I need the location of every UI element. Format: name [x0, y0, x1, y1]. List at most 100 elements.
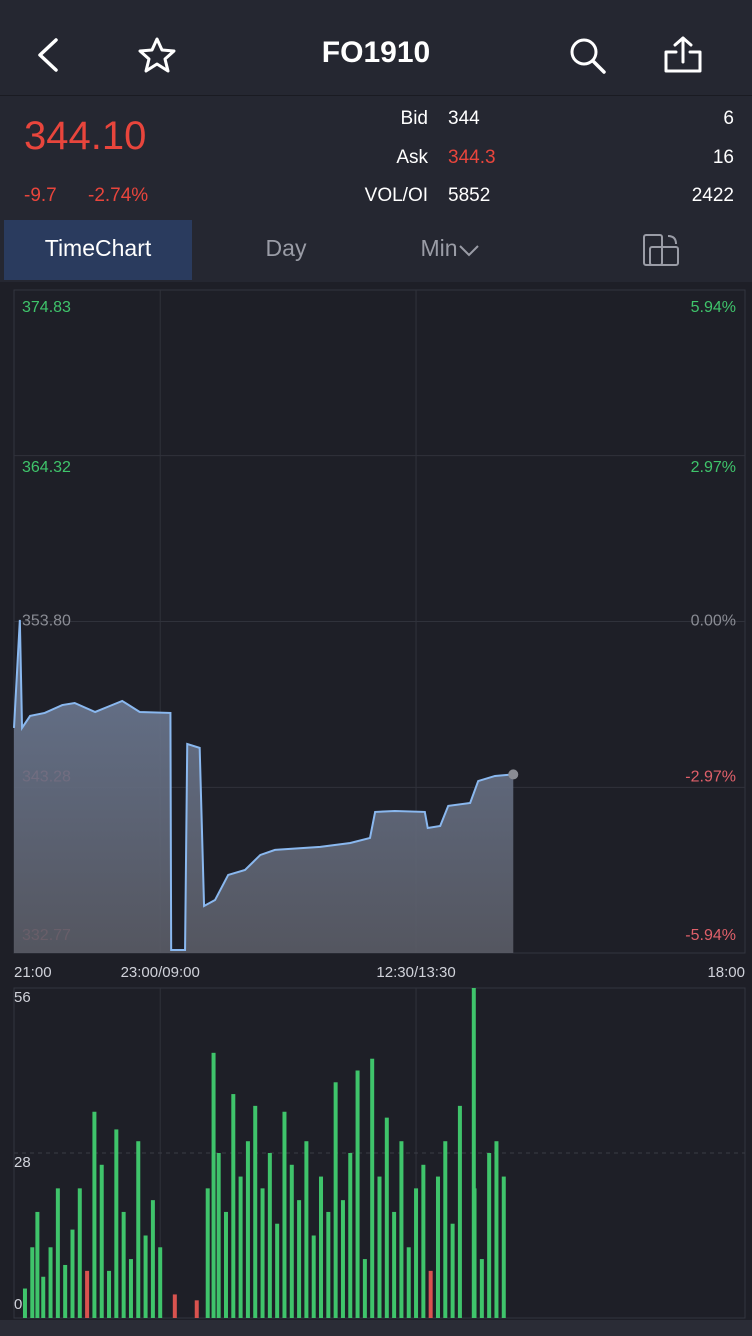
- volume-bar: [319, 1176, 324, 1318]
- volume-bar: [231, 1094, 236, 1318]
- quote-value: 344.3: [448, 147, 496, 168]
- volume-bar: [435, 1176, 440, 1318]
- search-button[interactable]: [570, 38, 606, 74]
- volume-bar: [267, 1153, 272, 1318]
- volume-bar: [275, 1223, 280, 1318]
- quote-size: 2422: [691, 185, 734, 206]
- volume-bar: [406, 1247, 411, 1318]
- y2-tick-label: 5.94%: [691, 299, 736, 316]
- quote-label: Ask: [396, 147, 428, 168]
- y-tick-label: 56: [14, 989, 31, 1006]
- volume-bar: [414, 1188, 419, 1318]
- tab[interactable]: Min: [380, 220, 520, 280]
- x-tick-label: 21:00: [14, 964, 52, 981]
- share-button[interactable]: [664, 36, 702, 73]
- quote-label: VOL/OI: [364, 185, 428, 206]
- volume-bar: [216, 1153, 221, 1318]
- volume-bar: [85, 1270, 90, 1318]
- volume-bar: [399, 1141, 404, 1318]
- volume-bar: [30, 1247, 35, 1318]
- quote-value: 344: [448, 108, 480, 129]
- volume-bar: [326, 1211, 331, 1318]
- volume-bar: [392, 1211, 397, 1318]
- volume-bar: [501, 1176, 506, 1318]
- volume-bar: [194, 1300, 199, 1318]
- volume-bar: [48, 1247, 53, 1318]
- tab-bar: TimeChart Day Min: [0, 220, 752, 282]
- price-line: [13, 619, 514, 952]
- favorite-button[interactable]: [138, 37, 176, 73]
- volume-bar: [377, 1176, 382, 1318]
- volume-bar: [238, 1176, 243, 1318]
- last-price: 344.10: [24, 114, 147, 158]
- volume-bar: [172, 1294, 177, 1318]
- nav-icons: [38, 36, 702, 74]
- volume-bar: [428, 1270, 433, 1318]
- volume-bar: [77, 1188, 82, 1318]
- volume-bar: [114, 1129, 119, 1318]
- y2-tick-label: -2.97%: [685, 768, 736, 785]
- y-tick-label: 364.32: [22, 459, 71, 476]
- quote-panel: 344.10 -9.7 -2.74% Bid 344 6 Ask 344.3 1…: [0, 95, 752, 221]
- volume-bar: [421, 1164, 426, 1318]
- rotate-button[interactable]: [640, 232, 682, 270]
- y2-tick-label: 2.97%: [691, 459, 736, 476]
- quote-value: 5852: [448, 185, 491, 206]
- volume-bar: [63, 1264, 68, 1318]
- volume-bar: [494, 1141, 499, 1318]
- volume-bar: [289, 1164, 294, 1318]
- price-change: -9.7: [24, 185, 57, 206]
- volume-bar: [304, 1141, 309, 1318]
- volume-bar: [223, 1211, 228, 1318]
- area-fill: [14, 619, 514, 953]
- volume-bar: [355, 1070, 360, 1318]
- volume-bar: [340, 1200, 345, 1318]
- volume-bar: [22, 1288, 27, 1318]
- volume-bar: [443, 1141, 448, 1318]
- volume-bar: [311, 1235, 316, 1318]
- y2-tick-label: -5.94%: [685, 927, 736, 944]
- x-tick-label: 18:00: [707, 964, 745, 981]
- volume-bar: [362, 1259, 367, 1318]
- volume-bar: [158, 1247, 163, 1318]
- quote-size: 6: [723, 108, 734, 129]
- symbol-title: FO1910: [321, 36, 431, 69]
- y2-tick-label: 0.00%: [691, 613, 736, 630]
- tab[interactable]: TimeChart: [4, 220, 192, 280]
- volume-bar: [487, 1153, 492, 1318]
- volume-bar: [70, 1229, 75, 1318]
- volume-bar: [245, 1141, 250, 1318]
- volume-bar: [205, 1188, 210, 1318]
- x-tick-label: 12:30/13:30: [376, 964, 455, 981]
- quote-label: Bid: [400, 108, 428, 129]
- volume-bar: [471, 988, 476, 1318]
- volume-bar: [99, 1164, 104, 1318]
- volume-bar: [107, 1270, 112, 1318]
- y-tick-label: 0: [14, 1296, 22, 1313]
- volume-bar: [35, 1211, 40, 1318]
- volume-bar: [472, 1188, 477, 1318]
- price-change-pct: -2.74%: [88, 185, 149, 206]
- dropdown-icon: [458, 245, 479, 257]
- volume-bar: [253, 1105, 258, 1318]
- volume-bar: [128, 1259, 133, 1318]
- volume-bar: [121, 1211, 126, 1318]
- volume-bar: [92, 1111, 97, 1318]
- tab-label: Min: [420, 235, 458, 261]
- volume-bar: [333, 1082, 338, 1318]
- y-tick-label: 353.80: [22, 613, 71, 630]
- volume-bar: [136, 1141, 141, 1318]
- back-button[interactable]: [38, 38, 58, 72]
- volume-bar: [384, 1117, 389, 1318]
- volume-bar: [457, 1105, 462, 1318]
- nav-bar: FO1910: [0, 0, 752, 95]
- x-tick-label: 23:00/09:00: [121, 964, 200, 981]
- volume-bar: [41, 1276, 46, 1318]
- volume-bar: [150, 1200, 155, 1318]
- quote-size: 16: [712, 147, 734, 168]
- last-point: [508, 769, 519, 780]
- tab[interactable]: Day: [265, 235, 307, 261]
- volume-bar: [479, 1259, 484, 1318]
- volume-bar: [55, 1188, 60, 1318]
